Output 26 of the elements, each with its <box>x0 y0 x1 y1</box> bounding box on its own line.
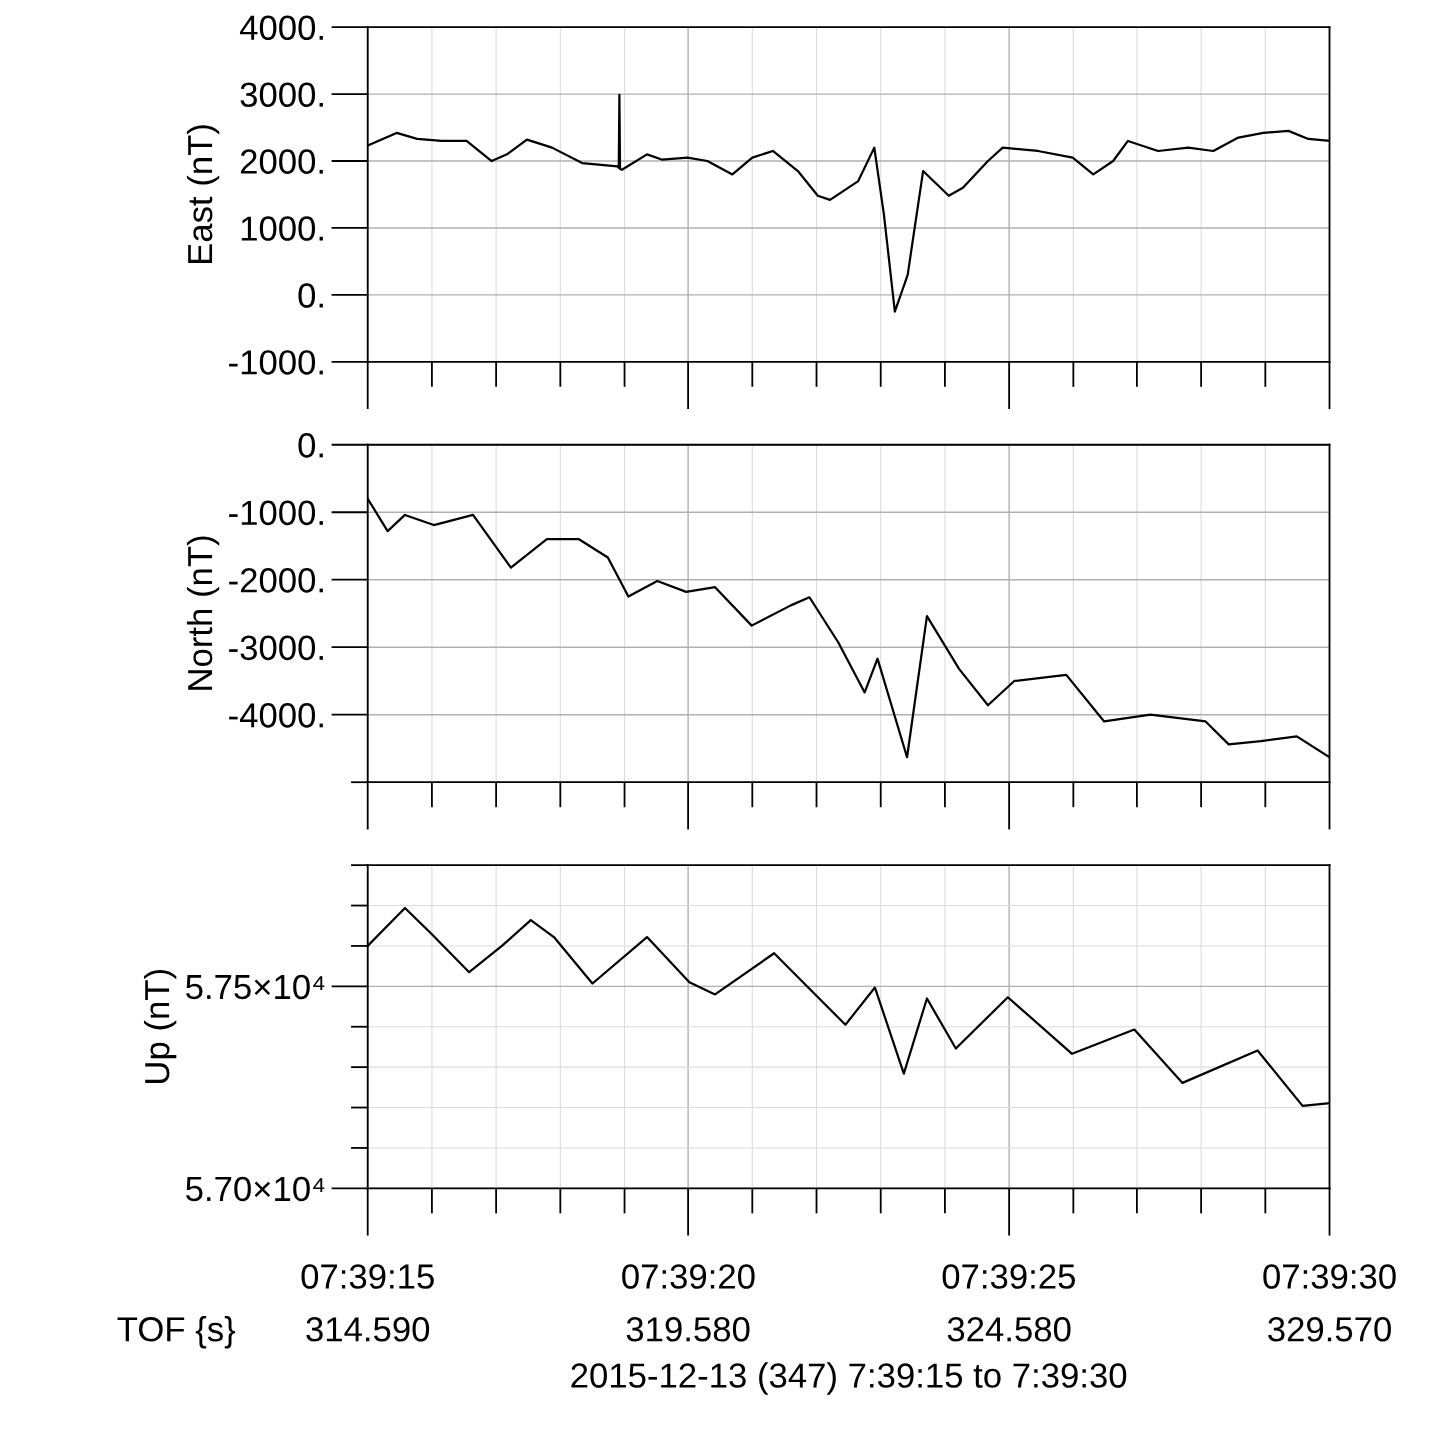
x2-tick-label: 07:39:15 <box>301 1264 434 1289</box>
x-axis-title: 2015-12-13 (347) 7:39:15 to 7:39:30 <box>571 1362 1127 1395</box>
y-tick-label: -1000. <box>229 350 323 375</box>
x2-tick-label: 07:39:30 <box>1263 1264 1396 1289</box>
y-axis-title: Up (nT) <box>143 970 177 1083</box>
text: TOF {s} <box>117 1316 236 1349</box>
y-axis-title: East (nT) <box>186 125 220 264</box>
y-tick-label: 5.75×10⁴ <box>186 974 325 1000</box>
x2-tick-label: 07:39:25 <box>942 1264 1075 1289</box>
y-tick-label: -4000. <box>229 703 323 728</box>
y-tick-label: -1000. <box>229 500 323 526</box>
y-tick-label: 1000. <box>241 216 323 241</box>
y-tick-label: -3000. <box>229 635 323 661</box>
x-tick-label: 329.570 <box>1268 1317 1391 1342</box>
y-tick-label: -2000. <box>229 568 323 593</box>
x2-tick-label: 07:39:20 <box>622 1264 755 1289</box>
y-tick-label: 0. <box>298 433 323 458</box>
y-tick-label: 3000. <box>240 82 323 108</box>
y-tick-label: 2000. <box>240 149 323 174</box>
x-tick-label: 319.580 <box>626 1317 750 1342</box>
y-tick-label: 0. <box>298 283 323 308</box>
y-tick-label: 5.70×10⁴ <box>186 1176 325 1202</box>
y-tick-label: 4000. <box>239 15 323 41</box>
x-tick-label: 324.580 <box>947 1317 1071 1342</box>
x-tick-label: 314.590 <box>306 1317 430 1342</box>
y-axis-title: North (nT) <box>186 536 220 690</box>
